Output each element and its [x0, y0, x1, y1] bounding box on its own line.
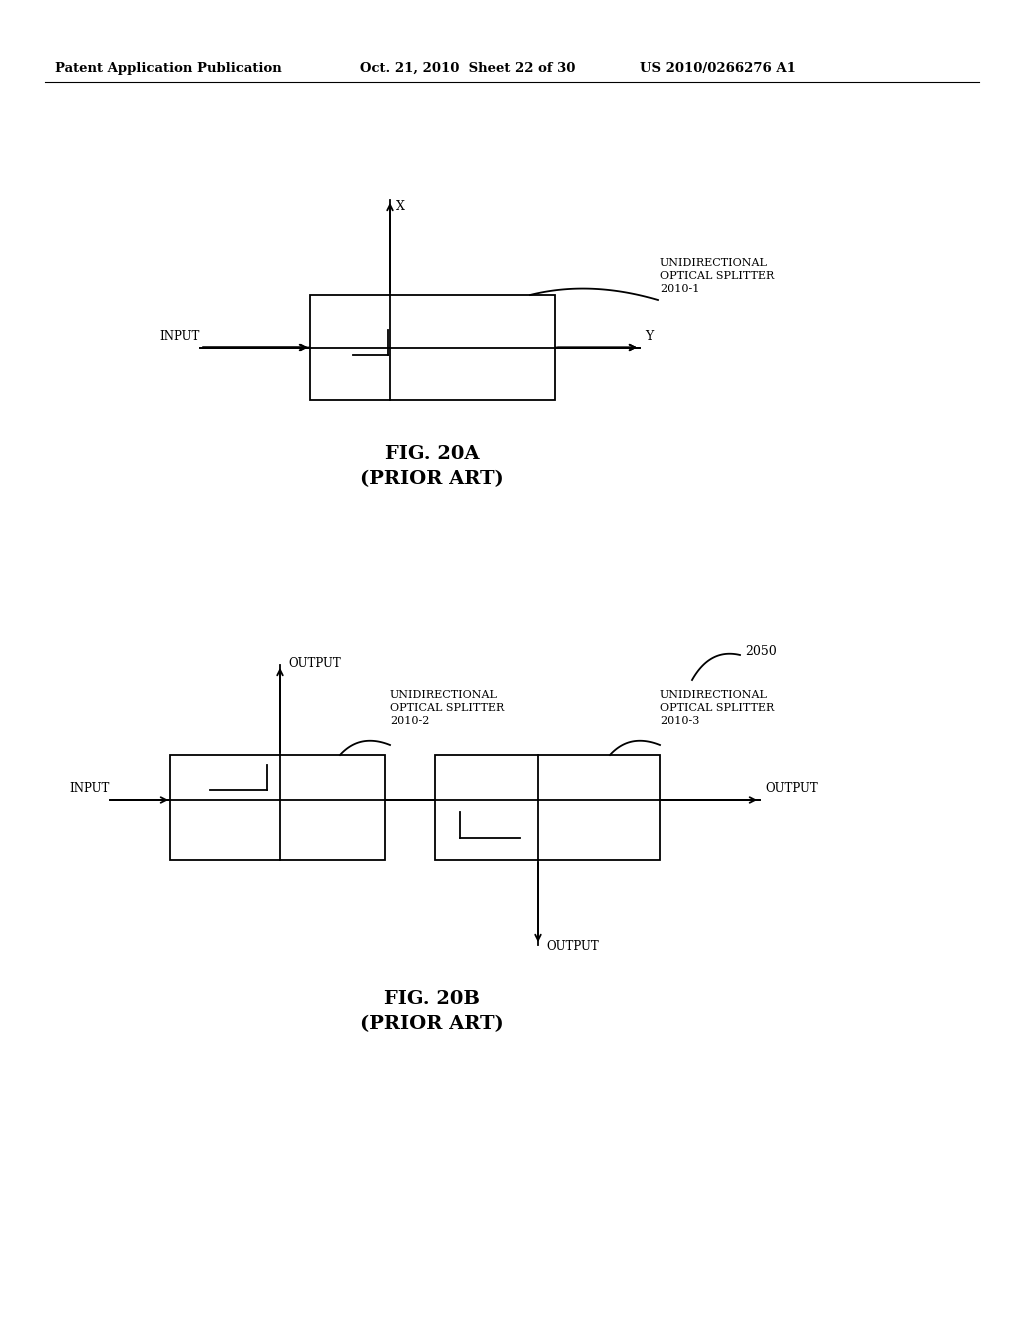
Text: OUTPUT: OUTPUT — [288, 657, 341, 671]
Text: OPTICAL SPLITTER: OPTICAL SPLITTER — [660, 704, 774, 713]
Text: Oct. 21, 2010  Sheet 22 of 30: Oct. 21, 2010 Sheet 22 of 30 — [360, 62, 575, 75]
Text: OPTICAL SPLITTER: OPTICAL SPLITTER — [660, 271, 774, 281]
Text: (PRIOR ART): (PRIOR ART) — [360, 470, 504, 488]
Text: 2010-3: 2010-3 — [660, 715, 699, 726]
Text: FIG. 20A: FIG. 20A — [385, 445, 479, 463]
Text: UNIDIRECTIONAL: UNIDIRECTIONAL — [390, 690, 498, 700]
Text: Y: Y — [645, 330, 653, 342]
Text: FIG. 20B: FIG. 20B — [384, 990, 480, 1008]
Text: UNIDIRECTIONAL: UNIDIRECTIONAL — [660, 690, 768, 700]
Text: 2010-2: 2010-2 — [390, 715, 429, 726]
Text: INPUT: INPUT — [160, 330, 200, 342]
Bar — [310, 294, 555, 400]
Text: OUTPUT: OUTPUT — [765, 781, 818, 795]
Bar — [435, 755, 660, 861]
Text: 2050: 2050 — [745, 645, 777, 657]
Bar — [170, 755, 385, 861]
Text: US 2010/0266276 A1: US 2010/0266276 A1 — [640, 62, 796, 75]
Text: OPTICAL SPLITTER: OPTICAL SPLITTER — [390, 704, 504, 713]
Text: X: X — [396, 201, 404, 213]
Text: 2010-1: 2010-1 — [660, 284, 699, 294]
Text: Patent Application Publication: Patent Application Publication — [55, 62, 282, 75]
Text: (PRIOR ART): (PRIOR ART) — [360, 1015, 504, 1034]
Text: INPUT: INPUT — [70, 781, 110, 795]
Text: OUTPUT: OUTPUT — [546, 940, 599, 953]
Text: UNIDIRECTIONAL: UNIDIRECTIONAL — [660, 257, 768, 268]
